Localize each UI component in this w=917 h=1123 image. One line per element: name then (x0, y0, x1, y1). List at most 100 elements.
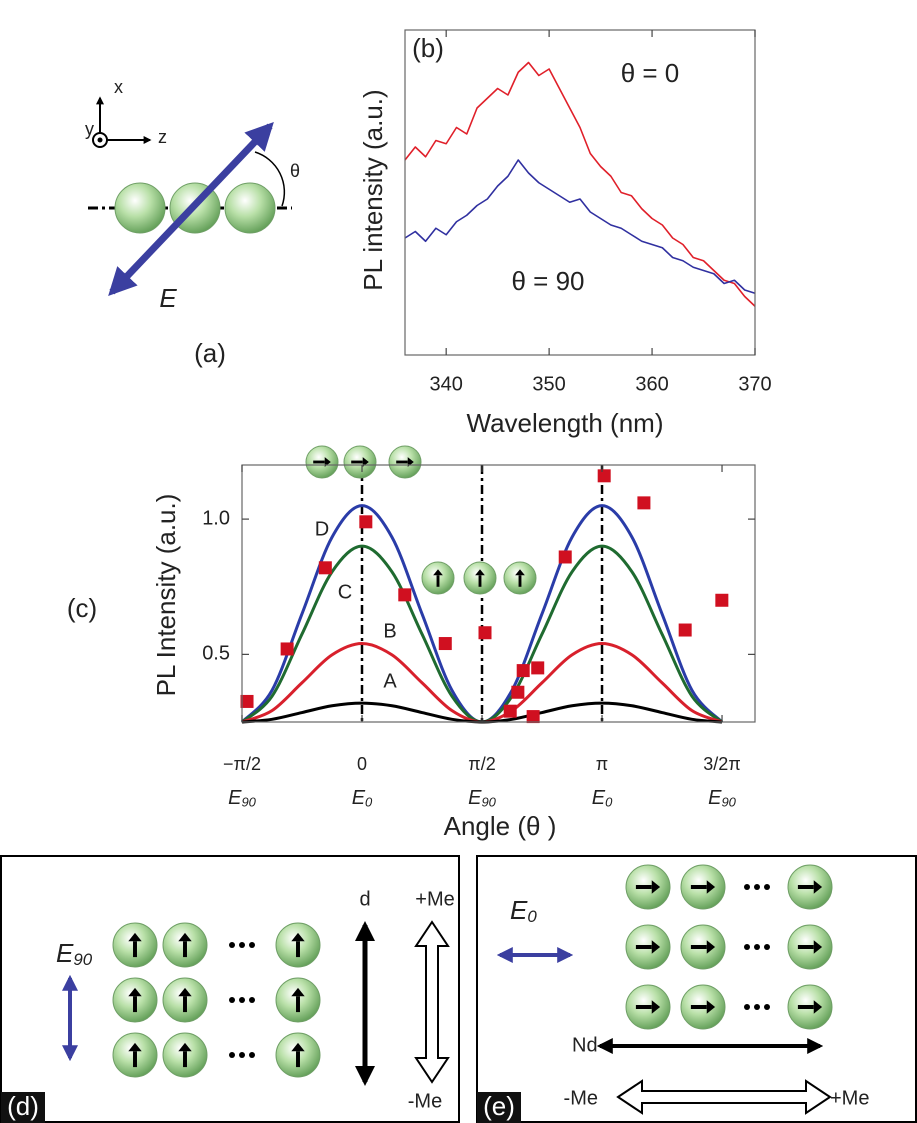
dipole-label: d (359, 888, 370, 910)
spin-head (706, 880, 716, 894)
ellipsis-dot (229, 997, 235, 1003)
plot-frame (241, 464, 756, 723)
spin-head (651, 940, 661, 954)
ellipsis-dot (744, 884, 750, 890)
x-tick-label: π/2 (468, 754, 495, 774)
sphere (114, 182, 166, 234)
moment-arrow (414, 920, 450, 1084)
dipole-label: Nd (572, 1034, 598, 1056)
spin-head (291, 1042, 305, 1052)
spheres (625, 864, 833, 1030)
field-label: E0 (510, 895, 537, 927)
ellipsis-dot (744, 944, 750, 950)
angle-label: θ (290, 161, 300, 181)
minus-label: -Me (408, 1090, 442, 1112)
ellipsis-dot (754, 1004, 760, 1010)
data-point (526, 710, 540, 724)
minus-label: -Me (564, 1087, 598, 1109)
axis-z-label: z (158, 127, 167, 147)
panel-frame (0, 855, 460, 1123)
data-point (318, 561, 332, 575)
plus-label: +Me (830, 1087, 869, 1109)
panel-label: (a) (194, 338, 226, 368)
x-tick-label: −π/2 (223, 754, 261, 774)
panel-a: x y z θ E (a) (85, 77, 300, 368)
data-point (511, 685, 525, 699)
ellipsis-dot (754, 884, 760, 890)
spin-head (651, 880, 661, 894)
spin-head (813, 880, 823, 894)
sphere (224, 182, 276, 234)
angle-arc (254, 151, 286, 207)
y-axis-label: PL Intensity (a.u.) (151, 494, 181, 697)
series-label: A (383, 670, 397, 692)
axis-out-dot (97, 137, 103, 143)
spin-head (178, 932, 192, 942)
spin-head (178, 1042, 192, 1052)
moment-arrow (616, 1079, 832, 1115)
x-tick-label: 0 (357, 754, 367, 774)
ellipsis-dot (249, 1052, 255, 1058)
ellipsis-dot (239, 1052, 245, 1058)
spin-head (291, 987, 305, 997)
ellipsis-dot (744, 1004, 750, 1010)
series-label: C (338, 581, 352, 603)
data-point (478, 626, 492, 640)
panel-e: (e) E0 Nd -Me +Me (476, 855, 917, 1123)
data-point (503, 704, 517, 718)
data-point (398, 588, 412, 602)
series-label: B (383, 620, 396, 642)
axis-x-label: x (114, 77, 123, 97)
data-point (715, 593, 729, 607)
data-point (678, 623, 692, 637)
annotation: θ = 0 (621, 58, 680, 88)
spin-head (813, 1000, 823, 1014)
series-label: D (315, 518, 329, 540)
x-tick-sublabel: E0 (352, 787, 373, 810)
y-tick-label: 1.0 (202, 507, 230, 529)
field-label: E90 (56, 938, 93, 970)
ellipsis-dot (239, 997, 245, 1003)
ellipsis-dot (239, 942, 245, 948)
x-tick-sublabel: E90 (468, 787, 497, 810)
annotation: θ = 90 (511, 266, 584, 296)
plus-label: +Me (415, 888, 454, 910)
x-tick-label: 350 (532, 373, 565, 395)
plot-frame (404, 29, 756, 356)
spin-head (291, 932, 305, 942)
series-line (404, 61, 756, 307)
x-axis-label: Wavelength (nm) (467, 408, 664, 438)
label-box (1, 1092, 45, 1123)
data-point (280, 642, 294, 656)
ellipsis-dot (229, 1052, 235, 1058)
spin-head (706, 1000, 716, 1014)
x-axis-label: Angle (θ ) (444, 811, 557, 841)
series-line (404, 159, 756, 295)
y-axis-label: PL intensity (a.u.) (358, 89, 388, 290)
spin-head (651, 1000, 661, 1014)
panel-label: (c) (67, 593, 97, 623)
field-arrow (108, 121, 274, 297)
chart-c: D C B A −π/2 0 π/2 π 3/2π E90 E0 E90 E0 E90 0.5 1.0 Angl… (67, 445, 756, 841)
data-point (438, 637, 452, 651)
spin-head (515, 569, 525, 576)
data-point (516, 664, 530, 678)
x-tick-label: 3/2π (703, 754, 740, 774)
spin-head (433, 569, 443, 576)
ellipsis-dot (754, 944, 760, 950)
spin-head (178, 987, 192, 997)
x-tick-sublabel: E90 (228, 787, 257, 810)
chart-b: 340 350 360 370 Wavelength (nm) PL intensity … (358, 29, 772, 438)
spheres (112, 922, 321, 1078)
data-point (531, 661, 545, 675)
panel-label: (e) (483, 1091, 515, 1121)
ellipsis-dot (249, 997, 255, 1003)
data-point (240, 694, 254, 708)
x-tick-label: 360 (635, 373, 668, 395)
ellipsis-dot (764, 944, 770, 950)
panel-frame (476, 855, 917, 1123)
x-tick-label: 340 (429, 373, 462, 395)
field-label: E (159, 283, 177, 313)
spin-head (128, 932, 142, 942)
